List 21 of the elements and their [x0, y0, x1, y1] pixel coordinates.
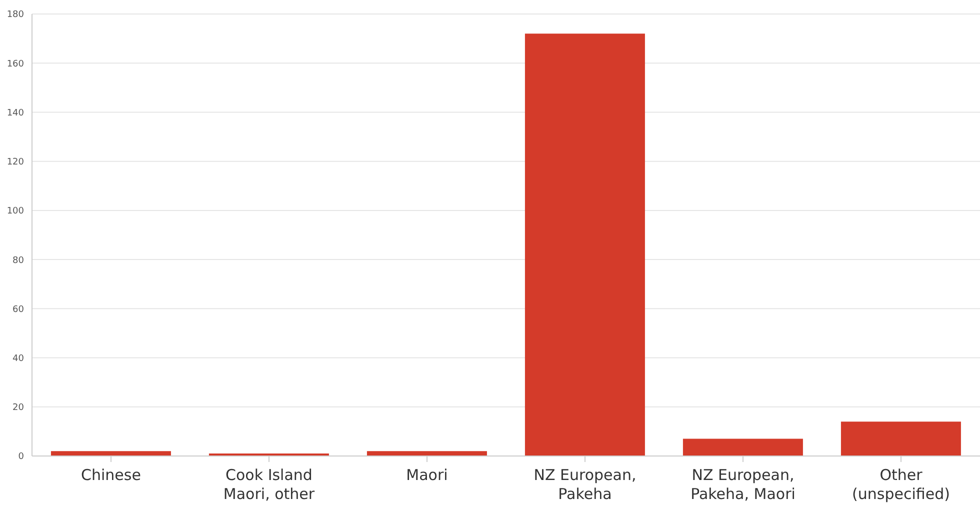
- bar: [840, 422, 961, 456]
- y-tick-label: 160: [6, 59, 24, 70]
- y-tick-label: 100: [6, 206, 24, 217]
- x-tick-label: NZ European, Pakeha, Maori: [690, 466, 796, 503]
- y-tick-label: 40: [12, 354, 24, 364]
- y-tick-label: 20: [12, 403, 24, 414]
- y-tick-label: 60: [12, 304, 24, 315]
- y-tick-label: 0: [18, 452, 24, 462]
- bar: [682, 438, 803, 456]
- x-tick-label: Maori: [406, 466, 448, 484]
- y-tick-label: 120: [6, 158, 24, 168]
- y-tick-label: 180: [6, 10, 24, 20]
- x-tick-label: Chinese: [81, 466, 141, 484]
- bar: [524, 34, 645, 456]
- x-tick-label: Other (unspecified): [852, 466, 950, 503]
- bar: [50, 451, 171, 456]
- x-tick-label: NZ European, Pakeha: [534, 466, 636, 503]
- y-tick-label: 80: [12, 256, 24, 266]
- x-tick-label: Cook Island Maori, other: [223, 466, 316, 503]
- bar: [366, 451, 487, 456]
- y-tick-label: 140: [6, 108, 24, 118]
